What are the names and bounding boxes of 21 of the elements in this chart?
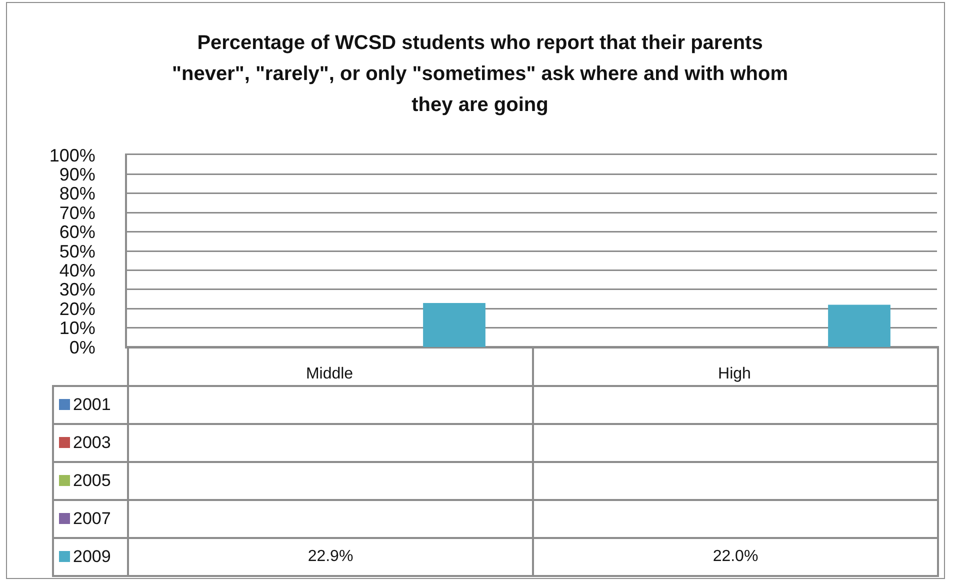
y-tick-label: 70% [59, 202, 96, 223]
legend-label: 2001 [73, 395, 111, 414]
y-tick-label: 90% [59, 164, 96, 184]
data-label: 22.9% [128, 538, 533, 576]
y-tick-label: 10% [59, 318, 96, 338]
legend-label: 2009 [73, 547, 111, 566]
y-tick-label: 30% [59, 280, 96, 300]
legend-label: 2005 [73, 471, 111, 490]
data-label: 22.0% [533, 538, 938, 576]
y-tick-label: 0% [69, 337, 96, 358]
chart-title: Percentage of WCSD students who report that their parents "never", "rarely", or only "sometimes" ask where and with whom they are going [171, 31, 789, 118]
y-tick-label: 20% [59, 298, 96, 319]
y-tick-label: 60% [59, 222, 96, 242]
y-tick-label: 50% [59, 241, 96, 262]
x-tick-label: Middle [306, 366, 354, 383]
y-tick-label: 100% [49, 145, 96, 166]
legend-label: 2007 [73, 509, 111, 528]
x-tick-label: High [718, 366, 751, 383]
legend-label: 2003 [73, 433, 111, 452]
y-tick-label: 40% [59, 260, 96, 280]
y-tick-label: 80% [59, 184, 96, 204]
